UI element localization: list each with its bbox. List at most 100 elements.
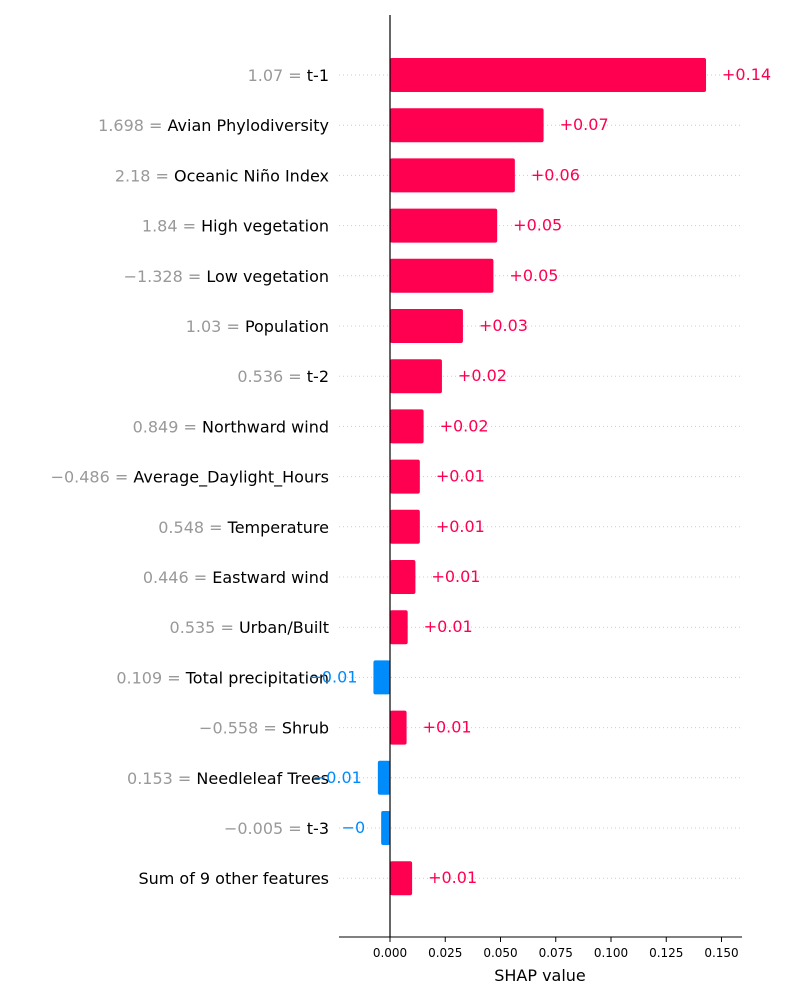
- feature-name: Urban/Built: [239, 618, 329, 637]
- shap-bar: [390, 409, 424, 444]
- feature-label: 0.536 = t-2: [237, 367, 329, 386]
- x-axis: 0.000 0.025 0.050 0.075 0.100 0.125 0.150 SHAP…: [339, 936, 742, 985]
- feature-equals: =: [258, 719, 282, 738]
- feature-equals: =: [283, 367, 307, 386]
- shap-bar: [390, 459, 420, 494]
- shap-bar: [390, 58, 707, 92]
- feature-equals: =: [144, 116, 168, 135]
- feature-label: 2.18 = Oceanic Niño Index: [115, 166, 329, 185]
- value-labels: +0.14 +0.07 +0.06 +0.05 +0.05 +0.03 +0.02 +0.02…: [308, 65, 771, 887]
- feature-name: t-1: [307, 66, 329, 85]
- feature-label: 0.153 = Needleleaf Trees: [127, 769, 329, 788]
- x-axis-label: SHAP value: [494, 966, 586, 985]
- x-tick-label: 0.025: [428, 946, 462, 960]
- feature-value: −0.558: [199, 719, 258, 738]
- feature-label: −0.486 = Average_Daylight_Hours: [51, 468, 329, 488]
- shap-bar: [390, 359, 442, 394]
- feature-name: Total precipitation: [185, 668, 329, 687]
- feature-equals: =: [178, 217, 202, 236]
- data-label: +0.02: [440, 416, 489, 435]
- feature-name: Average_Daylight_Hours: [133, 468, 329, 488]
- shap-bar: [390, 108, 544, 143]
- feature-value: 2.18: [115, 166, 151, 185]
- feature-value: 0.548: [158, 518, 204, 537]
- feature-equals: =: [178, 417, 202, 436]
- feature-value: 1.698: [98, 116, 144, 135]
- data-label: +0.03: [479, 316, 528, 335]
- feature-label: 0.535 = Urban/Built: [170, 618, 329, 637]
- x-tick-label: 0.125: [649, 946, 683, 960]
- data-label: +0.01: [423, 718, 472, 737]
- feature-label: −0.005 = t-3: [224, 819, 329, 838]
- x-ticks: 0.000 0.025 0.050 0.075 0.100 0.125 0.150: [373, 937, 739, 960]
- feature-label: 0.849 = Northward wind: [133, 417, 329, 436]
- x-tick-label: 0.050: [483, 946, 517, 960]
- shap-bar: [373, 660, 390, 695]
- data-label: +0.01: [431, 567, 480, 586]
- feature-name: Needleleaf Trees: [196, 769, 329, 788]
- feature-value: 1.84: [142, 217, 178, 236]
- feature-equals: =: [283, 66, 307, 85]
- x-tick-label: 0.150: [704, 946, 738, 960]
- feature-equals: =: [110, 468, 134, 487]
- feature-label: 0.109 = Total precipitation: [116, 668, 329, 687]
- data-label: +0.05: [513, 216, 562, 235]
- feature-label: 1.07 = t-1: [248, 66, 329, 85]
- feature-label: 0.446 = Eastward wind: [143, 568, 329, 587]
- data-label: +0.02: [458, 366, 507, 385]
- feature-name: Shrub: [282, 719, 329, 738]
- shap-bar: [390, 158, 515, 193]
- shap-bar: [390, 208, 498, 243]
- feature-label: 1.698 = Avian Phylodiversity: [98, 116, 329, 135]
- feature-value: −0.005: [224, 819, 283, 838]
- shap-bar: [390, 610, 408, 645]
- feature-label: 1.84 = High vegetation: [142, 217, 329, 236]
- data-label: +0.05: [509, 266, 558, 285]
- x-tick-label: 0.100: [594, 946, 628, 960]
- feature-equals: =: [162, 668, 186, 687]
- feature-equals: =: [215, 618, 239, 637]
- x-tick-label: 0.000: [373, 946, 407, 960]
- feature-name: Oceanic Niño Index: [174, 166, 329, 185]
- feature-name: Temperature: [227, 518, 329, 537]
- shap-bar: [390, 509, 420, 544]
- feature-name: Eastward wind: [212, 568, 329, 587]
- feature-value: 0.535: [170, 618, 216, 637]
- feature-value: 1.07: [248, 66, 284, 85]
- data-label: −0: [342, 818, 366, 837]
- feature-equals: =: [173, 769, 197, 788]
- feature-equals: =: [204, 518, 228, 537]
- feature-value: 1.03: [186, 317, 222, 336]
- feature-name: Sum of 9 other features: [138, 869, 329, 888]
- feature-label: 1.03 = Population: [186, 317, 329, 336]
- feature-name: t-3: [307, 819, 329, 838]
- feature-value: −1.328: [124, 267, 183, 286]
- data-label: +0.06: [531, 165, 580, 184]
- data-label: +0.01: [436, 517, 485, 536]
- feature-name: Northward wind: [202, 417, 329, 436]
- feature-label: −0.558 = Shrub: [199, 719, 329, 738]
- feature-equals: =: [183, 267, 207, 286]
- feature-value: 0.536: [237, 367, 283, 386]
- feature-label: −1.328 = Low vegetation: [124, 267, 329, 286]
- feature-label: Sum of 9 other features: [138, 869, 329, 888]
- feature-value: 0.153: [127, 769, 173, 788]
- feature-label: 0.548 = Temperature: [158, 518, 329, 537]
- feature-name: Avian Phylodiversity: [168, 116, 329, 135]
- data-label: +0.01: [424, 617, 473, 636]
- feature-value: 0.849: [133, 417, 179, 436]
- data-label: −0.01: [313, 768, 362, 787]
- shap-bar: [390, 560, 416, 594]
- feature-equals: =: [221, 317, 245, 336]
- data-label: +0.07: [560, 115, 609, 134]
- feature-equals: =: [283, 819, 307, 838]
- feature-name: Low vegetation: [206, 267, 329, 286]
- feature-equals: =: [150, 166, 174, 185]
- x-tick-label: 0.075: [539, 946, 573, 960]
- shap-bar: [390, 861, 413, 896]
- shap-bar: [390, 710, 407, 745]
- shap-bar: [381, 811, 390, 845]
- feature-name: High vegetation: [201, 217, 329, 236]
- feature-name: Population: [245, 317, 329, 336]
